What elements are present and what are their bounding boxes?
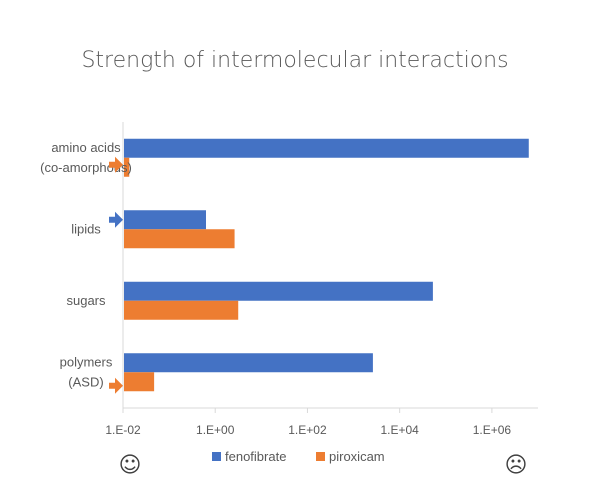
bar-piroxicam <box>124 157 130 177</box>
arrow-marker-piroxicam <box>109 377 123 394</box>
category-label: amino acids <box>51 140 121 155</box>
legend-label-piroxicam: piroxicam <box>329 449 385 464</box>
arrow-marker-piroxicam <box>109 156 123 173</box>
face-annotations: ☺ ☹ <box>119 453 528 478</box>
category-label: polymers <box>60 354 113 369</box>
x-tick-label: 1.E+04 <box>380 423 419 437</box>
bar-fenofibrate <box>124 353 373 373</box>
x-tick-label: 1.E-02 <box>105 423 141 437</box>
legend: fenofibrate piroxicam <box>212 449 385 464</box>
category-label: sugars <box>66 293 106 308</box>
arrow-marker-fenofibrate <box>109 211 123 228</box>
x-tick-label: 1.E+00 <box>196 423 235 437</box>
category-label: (ASD) <box>68 374 103 389</box>
bar-fenofibrate <box>124 281 433 301</box>
legend-label-fenofibrate: fenofibrate <box>225 449 286 464</box>
x-axis: 1.E-02 1.E+00 1.E+02 1.E+04 1.E+06 <box>105 408 511 437</box>
smiley-face-icon: ☺ <box>119 453 142 478</box>
legend-swatch-piroxicam <box>316 452 325 461</box>
category-label: (co-amorphous) <box>40 160 132 175</box>
category-labels: amino acids (co-amorphous) lipids sugars pol… <box>40 140 132 394</box>
bar-piroxicam <box>124 300 239 320</box>
category-label: lipids <box>71 221 101 236</box>
x-tick-label: 1.E+06 <box>473 423 512 437</box>
bar-piroxicam <box>124 229 235 249</box>
chart-title: Strength of intermolecular interactions <box>81 48 508 73</box>
bar-piroxicam <box>124 372 155 392</box>
legend-swatch-fenofibrate <box>212 452 221 461</box>
bar-fenofibrate <box>124 210 206 230</box>
frowning-face-icon: ☹ <box>505 453 528 478</box>
x-tick-label: 1.E+02 <box>288 423 327 437</box>
bar-fenofibrate <box>124 138 529 158</box>
plot-area <box>122 122 538 409</box>
